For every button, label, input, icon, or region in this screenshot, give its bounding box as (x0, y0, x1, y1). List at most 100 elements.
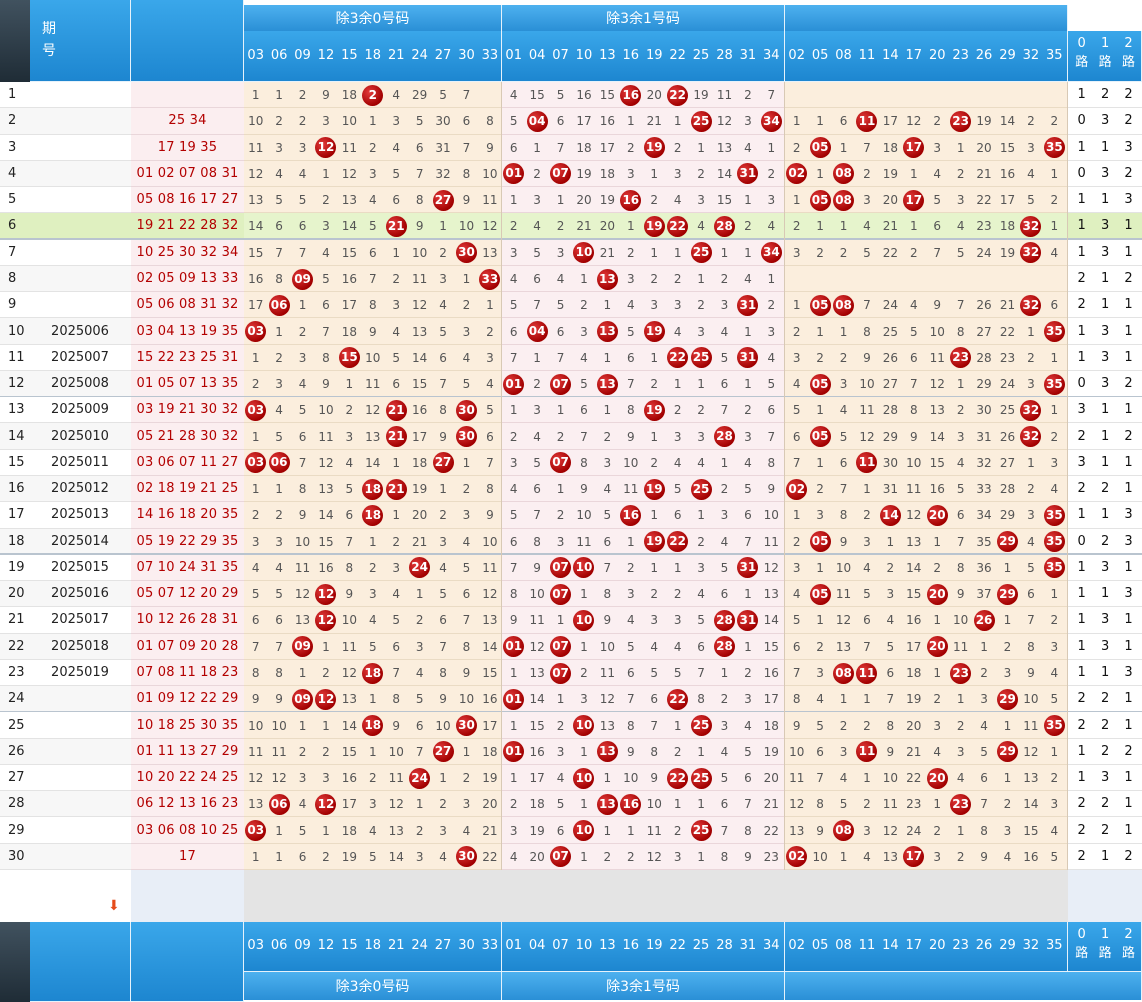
missing-count: 1 (533, 140, 541, 155)
group0-background (244, 265, 502, 293)
missing-count: 7 (392, 666, 401, 680)
route-header (1068, 31, 1142, 82)
drawn-number-ball: 21 (385, 399, 407, 421)
row-background (0, 712, 131, 739)
missing-count: 5 (839, 797, 848, 812)
missing-count: 8 (275, 666, 283, 680)
group1-background (502, 108, 785, 135)
route-count: 2 (1124, 271, 1133, 286)
missing-count: 1 (839, 140, 848, 155)
drawn-number-ball: 22 (667, 347, 689, 369)
route-count: 2 (1100, 481, 1110, 497)
missing-count: 1 (673, 377, 682, 392)
missing-count: 30 (882, 455, 899, 470)
missing-count: 12 (271, 771, 287, 786)
missing-count: 12 (388, 797, 404, 812)
missing-count: 1 (580, 639, 588, 654)
missing-count: 1 (462, 455, 471, 470)
missing-count: 4 (720, 744, 729, 759)
missing-count: 4 (533, 429, 541, 444)
missing-count: 2 (697, 298, 705, 313)
missing-count: 4 (298, 166, 307, 181)
missing-count: 16 (1023, 849, 1039, 864)
missing-count: 1 (580, 272, 588, 286)
missing-count: 29 (882, 429, 899, 444)
missing-count: 10 (882, 771, 899, 786)
missing-count: 3 (863, 193, 871, 208)
missing-count: 3 (509, 455, 518, 470)
route-count: 1 (1124, 454, 1133, 470)
row-background (0, 318, 131, 345)
missing-count: 4 (839, 771, 848, 786)
missing-count: 3 (792, 560, 801, 575)
row-background (0, 239, 131, 266)
missing-count: 16 (341, 771, 358, 786)
missing-count: 7 (792, 455, 801, 470)
route-count: 1 (1124, 481, 1133, 497)
missing-count: 1 (697, 377, 705, 392)
group1-background (502, 817, 785, 844)
missing-count: 5 (1027, 560, 1035, 575)
missing-count: 9 (816, 823, 824, 838)
missing-count: 2 (933, 560, 942, 575)
row-background (0, 843, 131, 870)
missing-count: 12 (482, 219, 498, 234)
drawn-number-ball: 01 (503, 688, 525, 710)
missing-count: 1 (650, 350, 659, 365)
missing-count: 1 (251, 849, 260, 864)
route-count: 1 (1100, 665, 1110, 680)
missing-count: 1 (603, 771, 612, 786)
route-count: 1 (1077, 87, 1086, 103)
group1-background (502, 502, 785, 529)
missing-count: 6 (626, 350, 635, 365)
winning-numbers: 01 02 07 08 31 (136, 165, 239, 181)
drawn-number-ball: 26 (973, 609, 995, 631)
column-number: 13 (599, 47, 616, 63)
missing-count: 1 (509, 771, 518, 786)
winning-numbers: 03 19 21 30 32 (136, 402, 239, 418)
group2-background (785, 82, 1068, 109)
missing-count: 2 (956, 403, 965, 418)
missing-count: 14 (929, 429, 945, 444)
drawn-number-ball: 09 (292, 688, 314, 710)
drawn-number-ball: 22 (667, 688, 689, 710)
missing-count: 10 (248, 718, 264, 733)
row-index: 17 (8, 507, 25, 523)
missing-count: 9 (368, 324, 377, 339)
missing-count: 6 (839, 114, 848, 129)
missing-count: 1 (298, 718, 307, 733)
missing-count: 7 (933, 245, 942, 260)
drawn-number-ball: 05 (809, 531, 831, 553)
drawn-number-ball: 31 (737, 294, 759, 316)
row-background (0, 82, 131, 109)
drawn-number-ball: 01 (503, 741, 525, 763)
column-number: 16 (622, 47, 640, 63)
missing-count: 9 (792, 718, 801, 733)
group1-background (502, 187, 785, 214)
missing-count: 1 (980, 639, 988, 654)
missing-count: 1 (1050, 744, 1059, 759)
missing-count: 2 (322, 193, 330, 208)
arrow-down-icon[interactable]: ⬇ (108, 898, 120, 914)
missing-count: 7 (863, 140, 871, 155)
winning-footer (131, 922, 244, 1002)
missing-count: 10 (576, 508, 592, 523)
missing-count: 10 (599, 639, 616, 654)
missing-count: 1 (863, 482, 871, 497)
route-count: 3 (1100, 244, 1110, 260)
route-background (1068, 239, 1142, 266)
missing-count: 8 (580, 455, 588, 470)
column-number: 05 (811, 47, 829, 63)
missing-count: 11 (789, 771, 805, 786)
missing-count: 2 (462, 482, 471, 497)
missing-count: 5 (626, 639, 635, 654)
missing-count: 4 (392, 88, 401, 103)
missing-count: 12 (294, 587, 311, 602)
missing-count: 3 (580, 324, 588, 339)
missing-count: 3 (863, 534, 871, 549)
missing-count: 22 (882, 245, 899, 260)
missing-count: 6 (673, 508, 682, 523)
missing-count: 5 (533, 455, 541, 470)
missing-count: 12 (341, 666, 358, 680)
